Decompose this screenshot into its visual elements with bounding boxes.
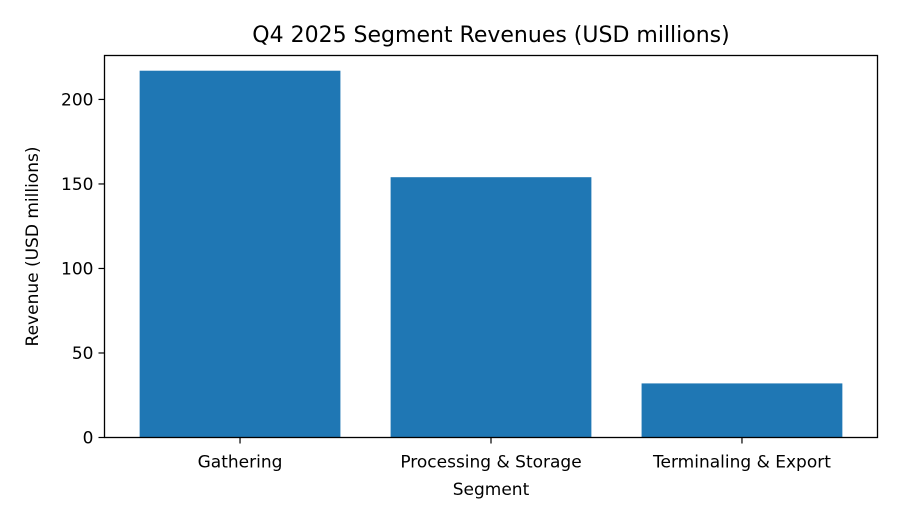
y-tick-label: 50 [72, 344, 94, 364]
y-tick-label: 0 [83, 429, 94, 449]
bar-processing-storage [390, 177, 592, 438]
x-tick-label: Gathering [198, 453, 283, 473]
y-tick-label: 100 [61, 259, 93, 279]
x-axis-label: Segment [453, 480, 530, 500]
x-axis-ticks: Gathering Processing & Storage Terminaling… [198, 437, 831, 473]
y-axis-label: Revenue (USD millions) [23, 147, 43, 347]
x-tick-label: Processing & Storage [400, 453, 581, 473]
y-tick-label: 150 [61, 175, 93, 195]
bar-terminaling-export [641, 383, 843, 438]
bar-gathering [139, 70, 341, 438]
chart-title: Q4 2025 Segment Revenues (USD millions) [252, 23, 729, 48]
y-tick-label: 200 [61, 90, 93, 110]
y-axis-ticks: 0 50 100 150 200 [61, 90, 105, 449]
bars-group [139, 70, 843, 438]
x-tick-label: Terminaling & Export [652, 453, 831, 473]
plot-area: 0 50 100 150 200 Gathering Processing & Stora… [61, 54, 879, 473]
